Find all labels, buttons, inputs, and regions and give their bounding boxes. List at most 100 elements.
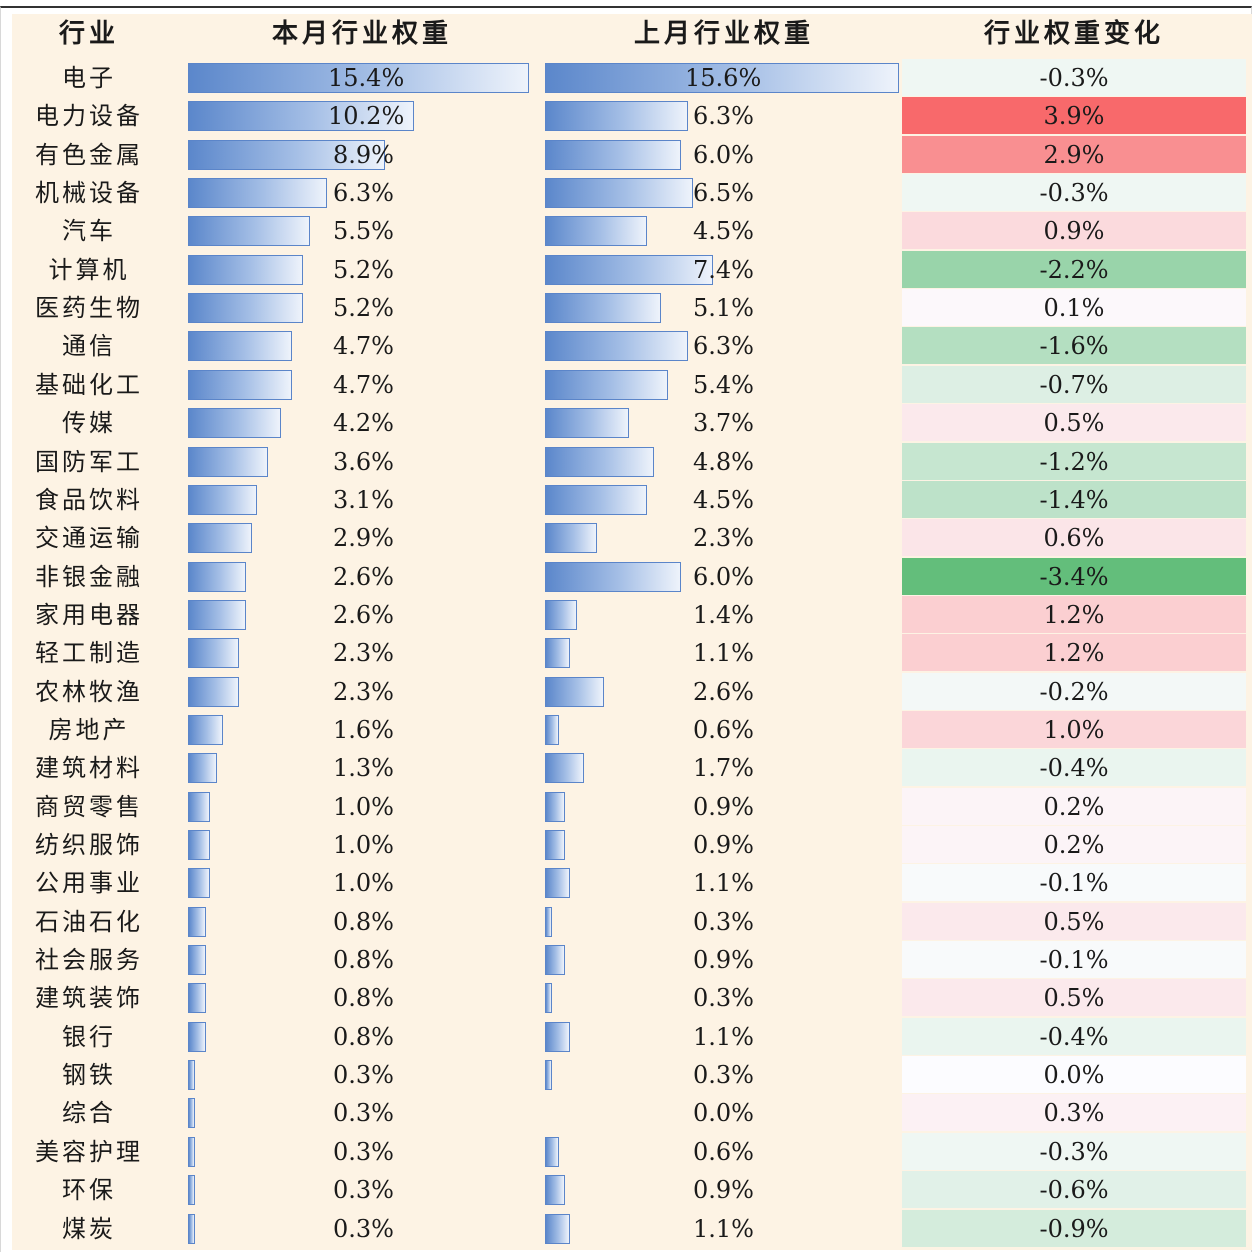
current-weight-bar <box>188 1175 195 1206</box>
current-weight-bar <box>188 101 414 132</box>
weight-change-cell: -0.2% <box>902 672 1246 710</box>
current-weight-value: 1.3% <box>333 754 394 783</box>
previous-weight-value: 0.3% <box>693 1061 754 1090</box>
previous-weight-bar <box>545 408 629 439</box>
table-row: 综合 0.3% 0.0% 0.3% <box>0 1094 1254 1132</box>
current-weight-bar <box>188 945 206 976</box>
current-weight-bar <box>188 830 211 860</box>
previous-weight-value: 6.0% <box>693 562 754 591</box>
previous-weight-bar <box>545 906 552 937</box>
industry-label: 电子 <box>62 64 116 92</box>
weight-change-cell: 0.3% <box>902 1094 1246 1132</box>
current-weight-bar <box>188 714 224 745</box>
previous-weight-value: 1.1% <box>693 869 754 898</box>
previous-weight-bar <box>545 1136 559 1167</box>
current-weight-bar <box>188 1136 195 1167</box>
weight-change-cell: 0.2% <box>902 787 1246 825</box>
industry-label: 综合 <box>62 1099 116 1128</box>
table-row: 商贸零售 1.0% 0.9% 0.2% <box>0 787 1254 826</box>
industry-label: 交通运输 <box>35 524 143 553</box>
current-weight-bar <box>188 139 385 170</box>
previous-weight-bar <box>545 561 682 592</box>
current-weight-bar <box>188 1021 206 1052</box>
current-weight-value: 2.9% <box>333 524 394 553</box>
previous-weight-bar <box>545 484 648 515</box>
industry-label: 医药生物 <box>35 294 143 323</box>
table-row: 房地产 1.6% 0.6% 1.0% <box>0 710 1254 749</box>
previous-weight-value: 2.3% <box>693 524 754 553</box>
table-row: 建筑材料 1.3% 1.7% -0.4% <box>0 749 1254 787</box>
current-weight-value: 5.5% <box>333 217 394 246</box>
industry-label: 食品饮料 <box>35 485 143 514</box>
table-row: 有色金属 8.9% 6.0% 2.9% <box>0 135 1254 174</box>
current-weight-bar <box>188 753 217 784</box>
current-weight-value: 2.3% <box>333 639 394 668</box>
previous-weight-bar <box>545 1213 570 1244</box>
table-row: 基础化工 4.7% 5.4% -0.7% <box>0 365 1254 404</box>
previous-weight-value: 0.3% <box>693 984 754 1013</box>
previous-weight-bar <box>545 293 661 324</box>
current-weight-bar <box>188 1213 195 1244</box>
table-row: 通信 4.7% 6.3% -1.6% <box>0 327 1254 365</box>
table-row: 电子 15.4% 15.6% -0.3% <box>0 59 1254 97</box>
previous-weight-bar <box>545 523 598 554</box>
previous-weight-value: 5.1% <box>693 294 754 323</box>
previous-weight-value: 6.3% <box>693 332 754 361</box>
header-industry: 行业 <box>58 19 119 49</box>
current-weight-bar <box>188 254 303 285</box>
current-weight-value: 0.3% <box>333 1099 394 1128</box>
current-weight-bar <box>188 1098 195 1129</box>
current-weight-bar <box>188 446 268 477</box>
current-weight-bar <box>188 906 206 937</box>
table-row: 轻工制造 2.3% 1.1% 1.2% <box>0 634 1254 672</box>
previous-weight-bar <box>545 369 668 400</box>
current-weight-value: 5.2% <box>333 294 394 323</box>
weight-change-cell: 2.9% <box>902 135 1246 173</box>
weight-change-cell: -1.6% <box>902 327 1246 365</box>
table-row: 电力设备 10.2% 6.3% 3.9% <box>0 97 1254 135</box>
current-weight-value: 0.8% <box>333 1022 394 1051</box>
industry-label: 煤炭 <box>62 1214 116 1243</box>
previous-weight-value: 0.3% <box>693 907 754 936</box>
table-row: 社会服务 0.8% 0.9% -0.1% <box>0 941 1254 979</box>
previous-weight-bar <box>545 1175 566 1206</box>
current-weight-value: 2.3% <box>333 677 394 706</box>
current-weight-bar <box>188 178 328 209</box>
previous-weight-bar <box>545 868 570 899</box>
current-weight-bar <box>188 484 257 515</box>
table-row: 计算机 5.2% 7.4% -2.2% <box>0 250 1254 289</box>
current-weight-value: 0.8% <box>333 907 394 936</box>
previous-weight-value: 0.0% <box>693 1099 754 1128</box>
weight-change-cell: -0.6% <box>902 1171 1246 1209</box>
previous-weight-bar <box>545 1021 570 1052</box>
previous-weight-bar <box>545 446 654 477</box>
previous-weight-value: 0.9% <box>693 831 754 859</box>
weight-change-cell: 1.0% <box>902 710 1246 748</box>
weight-change-cell: 1.2% <box>902 595 1246 633</box>
weight-change-cell: 0.6% <box>902 519 1246 557</box>
weight-change-cell: -3.4% <box>902 557 1246 595</box>
current-weight-bar <box>188 868 211 899</box>
industry-label: 通信 <box>62 332 116 361</box>
previous-weight-bar <box>545 216 648 247</box>
current-weight-value: 0.3% <box>333 1137 394 1166</box>
previous-weight-value: 4.5% <box>693 485 754 514</box>
table-row: 环保 0.3% 0.9% -0.6% <box>0 1171 1254 1209</box>
previous-weight-value: 2.6% <box>693 677 754 706</box>
previous-weight-value: 6.3% <box>693 102 754 131</box>
header-weight-change: 行业权重变化 <box>983 19 1164 49</box>
previous-weight-value: 0.6% <box>693 1137 754 1166</box>
industry-label: 有色金属 <box>35 140 143 169</box>
previous-weight-value: 1.1% <box>693 1214 754 1243</box>
current-weight-value: 0.8% <box>333 946 394 975</box>
current-weight-value: 5.2% <box>333 255 394 284</box>
previous-weight-value: 3.7% <box>693 409 754 438</box>
industry-label: 家用电器 <box>35 600 143 629</box>
table-row: 非银金融 2.6% 6.0% -3.4% <box>0 557 1254 596</box>
previous-weight-value: 1.7% <box>693 754 754 783</box>
weight-change-cell: 3.9% <box>902 97 1246 135</box>
industry-label: 建筑材料 <box>35 754 143 783</box>
previous-weight-value: 4.8% <box>693 447 754 476</box>
current-weight-value: 2.6% <box>333 600 394 629</box>
previous-weight-bar <box>545 101 688 132</box>
